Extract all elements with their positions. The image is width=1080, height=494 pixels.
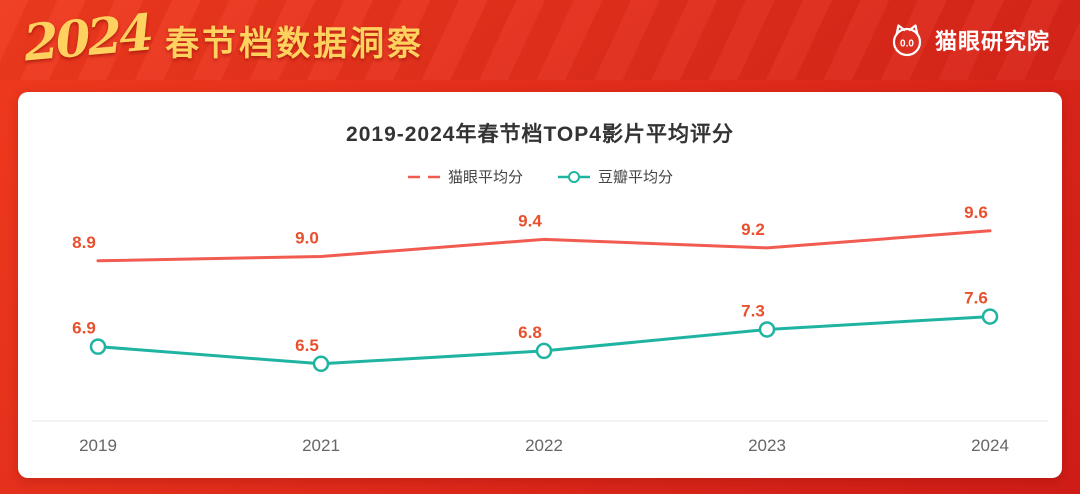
x-tick-label: 2019 (79, 436, 117, 455)
series-marker (758, 321, 776, 338)
data-label: 9.2 (741, 220, 765, 239)
header-left: 2024 春节档数据洞察 (21, 3, 425, 73)
chart-area: 2019 2021 2022 2023 2024 8.9 9.0 9.4 9.2 9.6 6.9 6.… (18, 191, 1062, 463)
data-label: 9.4 (518, 211, 542, 230)
data-label: 6.9 (72, 319, 96, 338)
maoyan-cat-icon: 0.0 (892, 24, 922, 57)
series-marker (312, 355, 330, 373)
legend-item: 豆瓣平均分 (557, 166, 673, 187)
year-calligraphy: 2024 (21, 2, 154, 73)
x-tick-label: 2022 (525, 436, 563, 455)
series-line (96, 229, 992, 263)
legend-item: 猫眼平均分 (407, 166, 523, 187)
data-label: 6.8 (518, 323, 542, 342)
legend-swatch-icon (407, 175, 440, 178)
chart-title: 2019-2024年春节档TOP4影片平均评分 (346, 123, 734, 146)
cat-eyes-text: 0.0 (900, 39, 914, 50)
brand-block: 0.0 猫眼研究院 (888, 21, 1050, 59)
data-label: 9.6 (964, 203, 988, 222)
chart-card: 2019-2024年春节档TOP4影片平均评分 猫眼平均分 豆瓣平均分 2019 2… (18, 92, 1062, 478)
x-tick-label: 2023 (748, 436, 786, 455)
data-label: 7.3 (741, 301, 765, 320)
legend-label: 豆瓣平均分 (598, 169, 674, 186)
series-marker (981, 308, 999, 325)
chart-svg: 2019 2021 2022 2023 2024 8.9 9.0 9.4 9.2 9.6 6.9 6.… (32, 203, 1048, 455)
chart-legend: 猫眼平均分 豆瓣平均分 (18, 166, 1062, 187)
header-title: 春节档数据洞察 (165, 24, 425, 63)
data-label: 9.0 (295, 229, 319, 248)
series-marker (89, 338, 107, 355)
header: 2024 春节档数据洞察 0.0 猫眼研究院 (0, 0, 1080, 80)
legend-swatch-icon (558, 170, 590, 183)
series-marker (535, 342, 553, 360)
x-tick-label: 2024 (971, 436, 1009, 455)
data-label: 7.6 (964, 289, 988, 308)
x-tick-label: 2021 (302, 436, 340, 455)
legend-label: 猫眼平均分 (447, 169, 523, 186)
data-label: 6.5 (295, 336, 319, 355)
brand-name: 猫眼研究院 (934, 29, 1050, 54)
data-label: 8.9 (72, 233, 96, 252)
